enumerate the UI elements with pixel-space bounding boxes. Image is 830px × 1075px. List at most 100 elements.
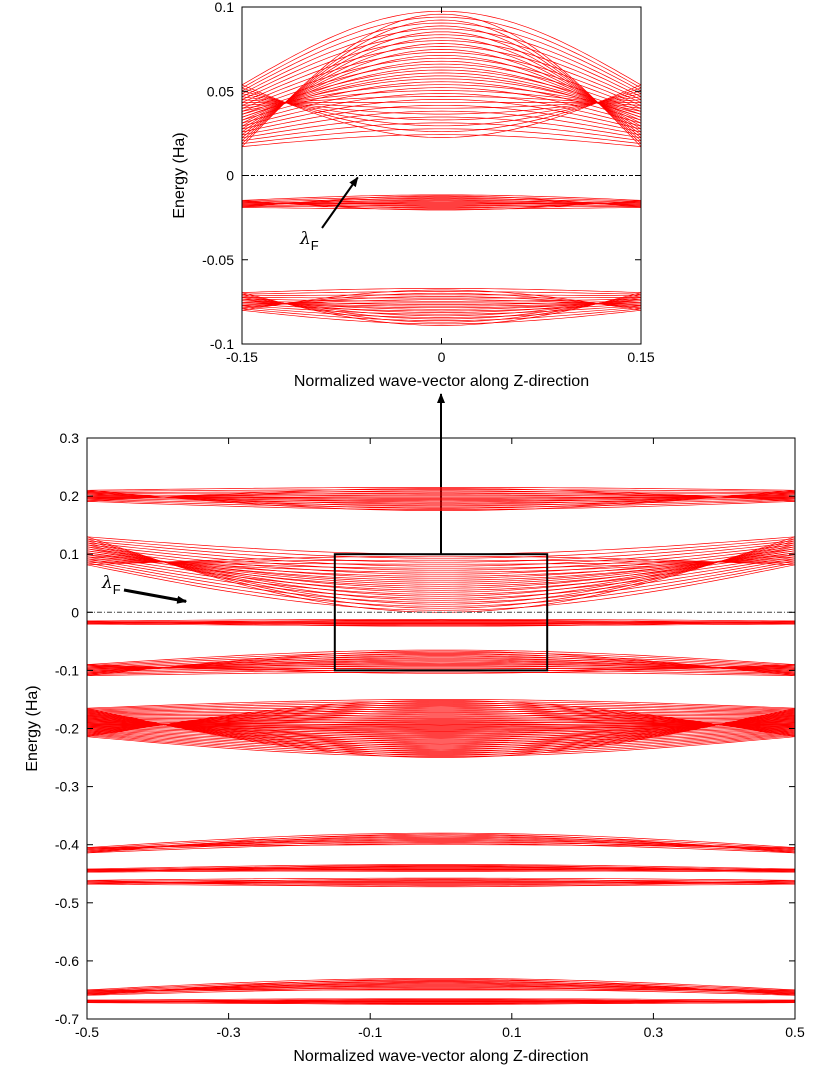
inset-lambda-f-label: λF [299, 229, 319, 253]
main-band-8-1 [87, 988, 795, 996]
main-band-0-2 [87, 491, 795, 509]
main-band-4-57 [87, 701, 795, 710]
main-band-4-6 [87, 710, 795, 752]
inset-band-0-33 [242, 40, 641, 100]
inset-band-2-21 [242, 291, 641, 295]
inset-band-0-5 [242, 122, 641, 142]
main-band-6-7 [87, 865, 795, 871]
inset-band-2-12 [242, 301, 641, 307]
main-band-8-12 [87, 978, 795, 996]
main-band-1-23 [87, 542, 795, 567]
inset-band-0-28 [242, 54, 641, 127]
main-band-4-29 [87, 722, 795, 730]
inset-band-0-30 [242, 49, 641, 130]
main-band-4-17 [87, 728, 795, 742]
inset-band-0-39 [242, 22, 641, 92]
main-band-1-7 [87, 558, 795, 599]
main-y-tick-label: -0.5 [55, 895, 79, 911]
main-band-4-32 [87, 723, 795, 727]
main-band-9-1 [87, 1002, 795, 1005]
main-band-5-9 [87, 834, 795, 850]
main-band-0-7 [87, 497, 795, 504]
main-band-4-12 [87, 713, 795, 747]
main-band-0-10 [87, 495, 795, 500]
main-y-ticks: -0.7 -0.6 -0.5 -0.4 -0.3 -0.2 -0.1 0 0.1 0.2 0.3 [55, 430, 795, 1027]
inset-band-1-4 [242, 202, 641, 207]
main-x-ticks: -0.5 -0.3 -0.1 0.1 0.3 0.5 [75, 438, 805, 1040]
main-band-9-7 [87, 999, 795, 1002]
main-band-3-12 [87, 659, 795, 672]
main-x-tick-label: -0.3 [217, 1024, 241, 1040]
main-band-2-8 [87, 619, 795, 625]
main-y-tick-label: -0.1 [55, 662, 79, 678]
main-x-tick-label: -0.5 [75, 1024, 99, 1040]
inset-lambda-symbol: λ [299, 229, 311, 249]
main-band-4-13 [87, 730, 795, 746]
main-band-0-21 [87, 487, 795, 491]
main-band-2-3 [87, 622, 795, 625]
main-band-0-16 [87, 492, 795, 500]
main-y-tick-label: -0.2 [55, 721, 79, 737]
main-band-8-11 [87, 979, 795, 992]
inset-band-0-29 [242, 52, 641, 106]
main-band-4-51 [87, 706, 795, 713]
main-band-9-9 [87, 998, 795, 1001]
main-band-4-8 [87, 711, 795, 751]
inset-band-0-38 [242, 25, 641, 142]
inset-band-0-40 [242, 19, 641, 144]
main-band-5-11 [87, 832, 795, 848]
main-band-4-24 [87, 719, 795, 735]
main-band-3-9 [87, 662, 795, 672]
main-band-8-4 [87, 986, 795, 993]
inset-band-1-13 [242, 196, 641, 202]
main-band-1-27 [87, 538, 795, 559]
main-band-4-25 [87, 724, 795, 734]
main-band-8-6 [87, 984, 795, 993]
inset-band-0-4 [242, 90, 641, 127]
main-band-7-1 [87, 883, 795, 887]
inset-y-tick-label: 0 [226, 168, 234, 184]
main-band-4-11 [87, 731, 795, 748]
inset-band-2-23 [242, 288, 641, 293]
inset-band-0-32 [242, 43, 641, 133]
main-band-3-19 [87, 651, 795, 667]
inset-band-2-2 [242, 293, 641, 323]
main-band-8-5 [87, 985, 795, 994]
inset-band-2-20 [242, 292, 641, 310]
main-band-1-18 [87, 554, 795, 577]
main-band-lines [87, 487, 795, 1005]
main-band-4-49 [87, 708, 795, 714]
main-band-3-5 [87, 667, 795, 674]
main-band-4-9 [87, 732, 795, 750]
main-band-4-45 [87, 712, 795, 716]
main-band-3-15 [87, 656, 795, 669]
main-band-1-2 [87, 538, 795, 609]
inset-band-2-18 [242, 296, 641, 308]
inset-y-tick-label: -0.1 [210, 336, 234, 352]
inset-band-0-19 [242, 81, 641, 121]
inset-band-2-9 [242, 303, 641, 312]
main-band-3-8 [87, 664, 795, 670]
inset-band-0-10 [242, 99, 641, 109]
inset-band-1-8 [242, 201, 641, 205]
inset-lambda-arrow [321, 176, 359, 229]
inset-band-2-1 [242, 309, 641, 325]
inset-band-0-17 [242, 87, 641, 124]
main-band-3-4 [87, 666, 795, 670]
main-band-6-8 [87, 864, 795, 873]
main-band-3-16 [87, 655, 795, 674]
main-band-1-24 [87, 560, 795, 565]
main-band-3-18 [87, 653, 795, 675]
inset-y-tick-label: -0.05 [202, 252, 234, 268]
main-band-3-20 [87, 650, 795, 677]
main-band-4-54 [87, 704, 795, 736]
main-band-1-14 [87, 550, 795, 585]
main-y-tick-label: 0.1 [60, 546, 80, 562]
inset-band-2-8 [242, 298, 641, 313]
main-band-7-4 [87, 881, 795, 884]
inset-band-0-27 [242, 57, 641, 109]
main-band-5-0 [87, 844, 795, 848]
inset-band-0-9 [242, 110, 641, 136]
main-band-4-26 [87, 720, 795, 733]
